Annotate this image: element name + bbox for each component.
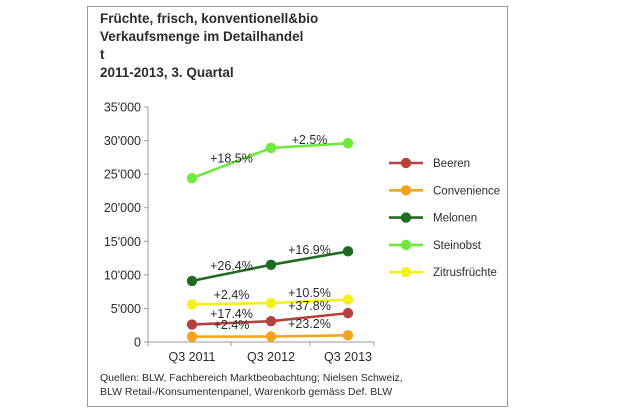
source-note: Quellen: BLW, Fachbereich Marktbeobachtu… (100, 371, 403, 399)
legend-swatch-marker (400, 185, 412, 196)
change-annotation: +2.5% (292, 133, 328, 147)
y-tick-label: 10'000 (104, 268, 141, 282)
source-line-1: Quellen: BLW, Fachbereich Marktbeobachtu… (100, 372, 403, 384)
change-annotation: +2.4% (214, 318, 250, 332)
data-point (342, 246, 354, 257)
change-annotation: +26.4% (210, 259, 253, 273)
source-line-2: BLW Retail-/Konsumentenpanel, Warenkorb … (100, 386, 393, 398)
title-line-3: t (100, 47, 105, 62)
change-annotation: +18.5% (210, 152, 253, 166)
data-point (265, 331, 277, 342)
change-annotation: +10.5% (288, 286, 331, 300)
legend-label: Zitrusfrüchte (433, 267, 497, 279)
change-annotation: +37.8% (288, 299, 331, 313)
legend-swatch-marker (400, 157, 412, 169)
y-tick-label: 0 (134, 336, 141, 350)
title-line-1: Früchte, frisch, konventionell&bio (100, 11, 319, 26)
data-point (342, 138, 354, 149)
title-line-4: 2011-2013, 3. Quartal (100, 65, 234, 80)
data-point (265, 142, 277, 154)
chart-frame (87, 6, 508, 407)
data-point (342, 294, 354, 305)
change-annotation: +2.4% (214, 288, 250, 302)
x-tick-label: Q3 2013 (324, 350, 372, 364)
data-point (265, 297, 277, 309)
data-point (265, 259, 277, 270)
legend-label: Beeren (433, 158, 470, 170)
y-tick-label: 20'000 (104, 201, 141, 215)
data-point (186, 172, 198, 184)
data-point (186, 299, 198, 310)
data-point (265, 315, 277, 327)
y-tick-label: 30'000 (104, 134, 141, 148)
data-point (342, 307, 354, 319)
data-point (186, 275, 198, 287)
data-point (186, 331, 198, 342)
legend-label: Convenience (433, 185, 500, 197)
legend-label: Melonen (433, 213, 477, 225)
x-tick-label: Q3 2012 (247, 350, 295, 364)
change-annotation: +16.9% (288, 243, 331, 257)
data-point (186, 319, 198, 330)
data-point (342, 330, 354, 341)
legend-swatch-marker (400, 267, 412, 278)
y-tick-label: 35'000 (104, 101, 141, 115)
chart-title: Früchte, frisch, konventionell&bio Verka… (100, 10, 318, 82)
legend-swatch-marker (400, 212, 412, 223)
y-tick-label: 25'000 (104, 168, 141, 182)
y-tick-label: 5'000 (111, 302, 141, 316)
title-line-2: Verkaufsmenge im Detailhandel (100, 29, 304, 44)
legend-swatch-marker (400, 239, 412, 251)
change-annotation: +17.4% (210, 307, 253, 321)
legend-label: Steinobst (433, 240, 482, 252)
y-tick-label: 15'000 (104, 235, 141, 249)
change-annotation: +23.2% (288, 317, 331, 331)
x-tick-label: Q3 2011 (168, 350, 215, 364)
